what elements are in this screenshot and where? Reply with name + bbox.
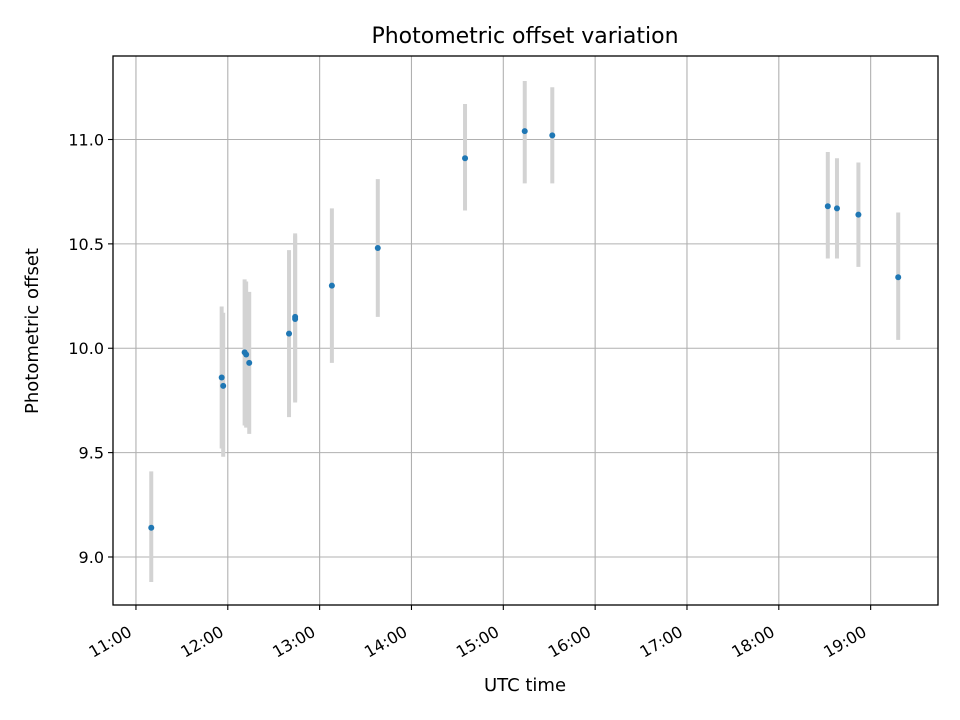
error-bars (149, 81, 901, 583)
data-point (824, 203, 831, 210)
y-axis-label: Photometric offset (22, 248, 43, 414)
data-point (895, 274, 902, 281)
data-point (328, 282, 335, 289)
x-tick-label: 17:00 (637, 622, 686, 662)
data-point (521, 128, 528, 135)
x-tick-label: 15:00 (453, 622, 502, 662)
x-axis-ticks: 11:00 12:00 13:00 14:00 15:00 16:00 17:00 18:00… (86, 605, 872, 662)
data-point (218, 374, 225, 381)
x-tick-label: 13:00 (269, 622, 318, 662)
x-tick-label: 18:00 (728, 622, 777, 662)
data-point (246, 359, 253, 366)
data-point (292, 316, 299, 323)
x-tick-label: 14:00 (361, 622, 410, 662)
data-point (833, 205, 840, 212)
y-tick-label: 9.5 (79, 444, 104, 463)
data-point (549, 132, 556, 139)
x-axis-label: UTC time (484, 675, 566, 696)
data-points (148, 128, 902, 531)
data-point (286, 330, 293, 337)
data-point (374, 245, 381, 252)
x-tick-label: 12:00 (177, 622, 226, 662)
y-tick-label: 9.0 (79, 548, 104, 567)
y-axis-ticks: 9.0 9.5 10.0 10.5 11.0 (68, 130, 113, 567)
plot-area (112, 55, 939, 606)
data-point (148, 524, 155, 531)
data-point (462, 155, 469, 162)
y-tick-label: 10.0 (68, 339, 104, 358)
data-point (855, 211, 862, 218)
data-point (220, 382, 227, 389)
axes-frame (112, 55, 939, 606)
chart-title: Photometric offset variation (371, 24, 678, 49)
y-tick-label: 10.5 (68, 235, 104, 254)
x-tick-label: 19:00 (820, 622, 869, 662)
y-tick-label: 11.0 (68, 130, 104, 149)
data-point (243, 351, 250, 358)
x-tick-label: 16:00 (545, 622, 594, 662)
x-tick-label: 11:00 (86, 622, 135, 662)
